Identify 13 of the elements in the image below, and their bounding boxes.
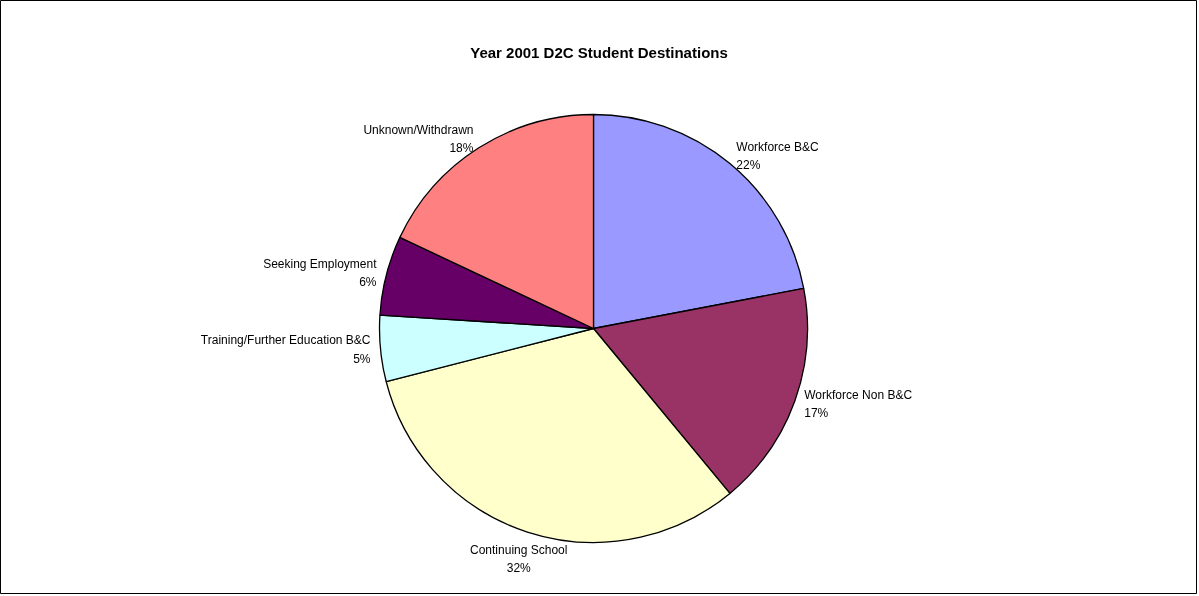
data-label: 32% xyxy=(506,560,532,575)
data-label: 22% xyxy=(736,158,761,173)
slice-label: Seeking Employment xyxy=(263,256,378,271)
slice-label: Workforce B&C xyxy=(736,139,820,154)
slice-label: Unknown/Withdrawn xyxy=(363,123,474,138)
data-label: 5% xyxy=(353,351,371,366)
data-label: 18% xyxy=(449,141,474,156)
chart-title: Year 2001 D2C Student Destinations xyxy=(470,44,728,61)
data-label: 6% xyxy=(359,274,377,289)
slice-label: Workforce Non B&C xyxy=(804,388,913,403)
slice-label: Training/Further Education B&C xyxy=(200,333,371,348)
slice-label: Continuing School xyxy=(470,542,568,557)
data-label: 17% xyxy=(804,406,829,421)
